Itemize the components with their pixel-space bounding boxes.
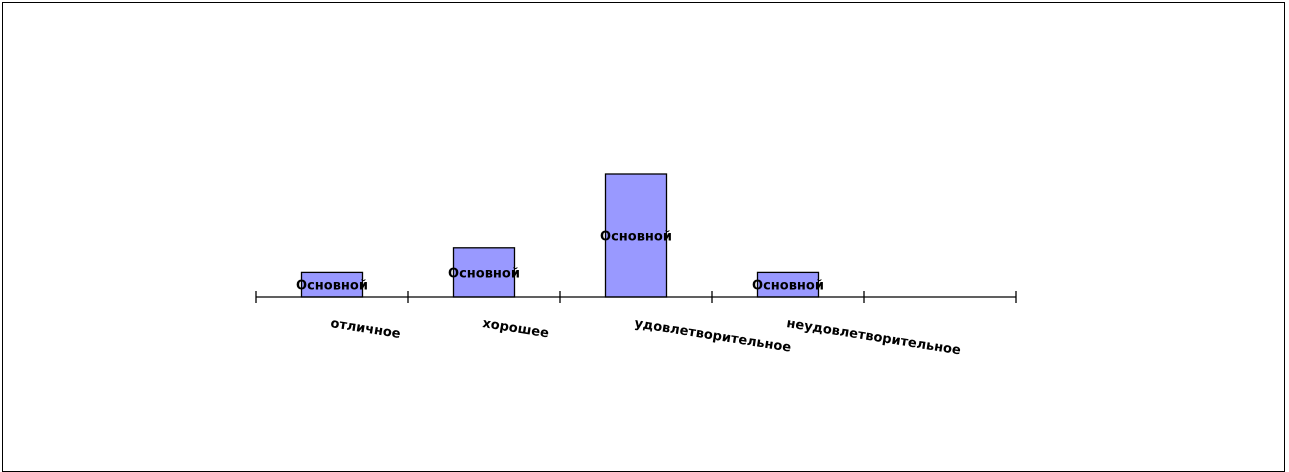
x-axis [255, 291, 1017, 303]
x-tick-label-0: отличное [329, 316, 401, 342]
data-label-3: Основной [752, 279, 824, 294]
tick-labels-layer: отличное хорошее удовлетворительноенеудовл… [329, 316, 962, 358]
data-label-2: Основной [600, 230, 672, 245]
data-label-0: Основной [296, 279, 368, 294]
data-label-1: Основной [448, 266, 520, 281]
x-tick-label-2: удовлетворительное [633, 316, 792, 356]
x-tick-label-1: хорошее [481, 316, 550, 341]
data-labels-layer: Основной Основной Основной Основной [296, 230, 824, 294]
bar-2 [604, 173, 668, 298]
x-tick-label-3: неудовлетворительное [785, 316, 962, 358]
bars-layer [300, 173, 820, 298]
